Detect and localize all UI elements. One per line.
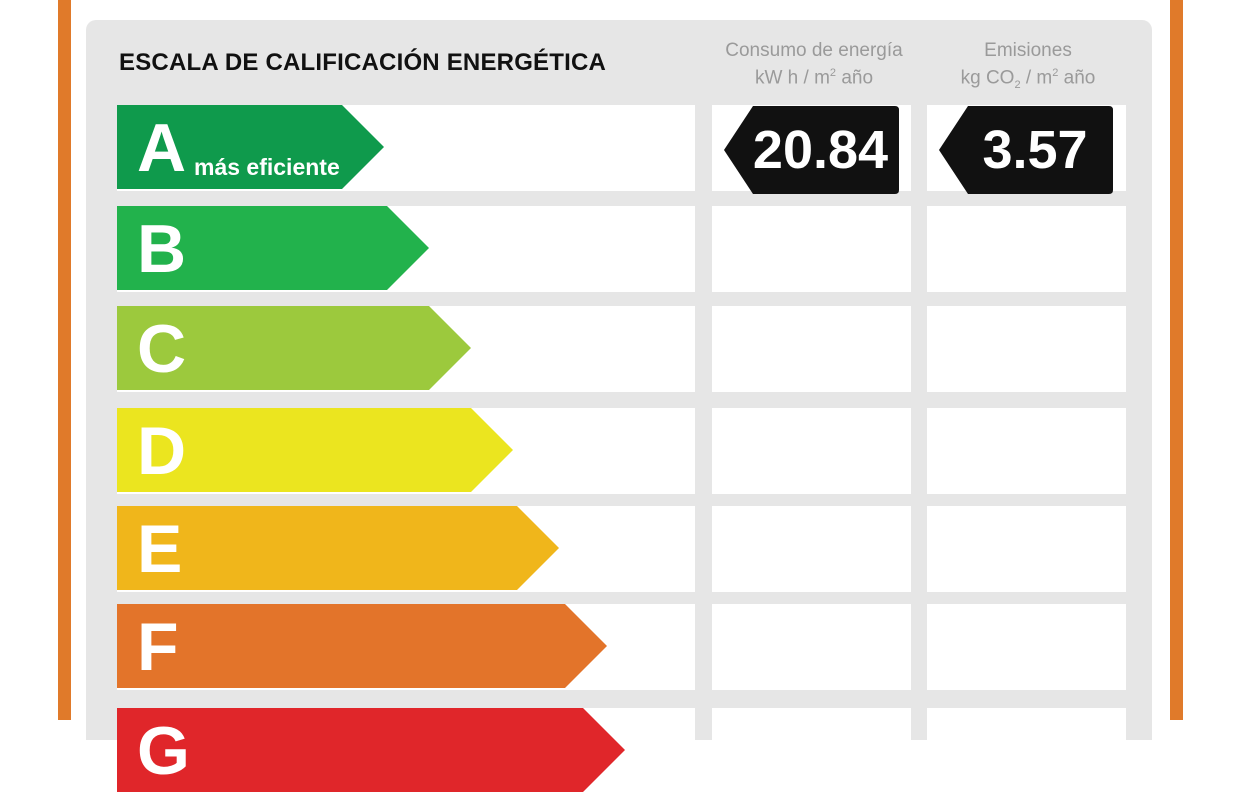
class-c-arrow [117,306,471,392]
class-letter: A [137,110,187,186]
co2-header-line2: kg CO2 / m2 año [960,67,1096,92]
co2-rating-badge-value: 3.57 [982,120,1088,180]
co2-cell [927,604,1126,690]
class-e-arrow [117,506,559,592]
co2-cell [927,206,1126,292]
class-sub-label: más eficiente [194,154,340,180]
energy-cell [712,506,911,592]
class-letter: B [137,211,187,287]
co2-rating-badge: 3.57 [938,105,1114,195]
class-letter: G [137,713,190,789]
energy-cell [712,408,911,494]
energy-header-line2: kW h / m2 año [754,67,874,89]
co2-cell [927,708,1126,794]
class-f-arrow [117,604,607,690]
scale-row-d: D [0,408,1240,494]
energy-cell [712,306,911,392]
scale-row-b: B [0,206,1240,292]
scale-row-e: E [0,506,1240,592]
frame-right-border [1170,0,1183,720]
page-title: ESCALA DE CALIFICACIÓN ENERGÉTICA [119,49,607,76]
class-letter: C [137,311,187,387]
class-letter: D [137,413,187,489]
class-letter: F [137,609,179,685]
class-b-arrow [117,206,429,292]
scale-row-c: C [0,306,1240,392]
co2-header-line1: Emisiones [984,40,1072,61]
class-d-arrow [117,408,513,494]
energy-rating-badge-value: 20.84 [752,120,889,180]
co2-cell [927,506,1126,592]
energy-cell [712,206,911,292]
class-letter: E [137,511,183,587]
energy-cell [712,708,911,794]
scale-row-g: G [0,708,1240,794]
co2-cell [927,408,1126,494]
energy-rating-badge: 20.84 [723,105,900,195]
class-g-arrow [117,708,625,794]
frame-left-border [58,0,71,720]
energy-header-line1: Consumo de energía [725,40,903,61]
co2-column-header: Emisiones kg CO2 / m2 año [927,39,1129,97]
energy-cell [712,604,911,690]
class-a-arrow [117,105,384,191]
scale-row-f: F [0,604,1240,690]
energy-column-header: Consumo de energía kW h / m2 año [712,39,916,89]
co2-cell [927,306,1126,392]
